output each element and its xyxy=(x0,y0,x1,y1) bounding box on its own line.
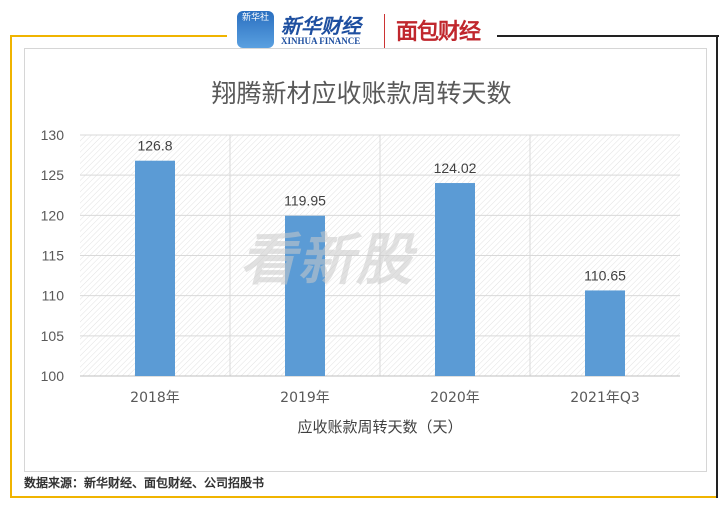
frame-border xyxy=(716,35,718,498)
mianbao-logo: 面包财经 xyxy=(396,20,481,45)
data-label: 110.65 xyxy=(584,267,626,283)
data-label: 124.02 xyxy=(434,160,477,176)
watermark: 看新股 xyxy=(240,228,414,293)
x-tick-label: 2019年 xyxy=(280,390,330,406)
data-label: 119.95 xyxy=(284,193,326,209)
y-tick-label: 120 xyxy=(41,207,65,223)
y-tick-label: 125 xyxy=(41,167,65,183)
x-tick-label: 2020年 xyxy=(430,390,480,406)
bar xyxy=(135,160,175,376)
xinhua-logo: 新华社 xyxy=(237,11,274,48)
y-tick-label: 115 xyxy=(42,248,65,264)
y-tick-label: 130 xyxy=(41,127,65,143)
frame-border xyxy=(10,35,12,498)
chart-title: 翔腾新材应收账款周转天数 xyxy=(211,79,512,108)
frame-border xyxy=(10,496,718,498)
y-tick-label: 100 xyxy=(41,368,65,384)
xinhua-finance-sub: XINHUA FINANCE xyxy=(281,36,361,46)
frame-border xyxy=(10,35,227,37)
x-tick-label: 2018年 xyxy=(130,390,180,406)
xinhua-finance-logo: 新华财经 xyxy=(281,14,361,38)
logo-divider xyxy=(384,14,385,48)
x-tick-label: 2021年Q3 xyxy=(570,390,640,406)
frame-border xyxy=(497,35,719,37)
xinhua-badge: 新华社 xyxy=(241,13,269,23)
legend-series-name: 应收账款周转天数（天） xyxy=(297,418,462,436)
data-source: 数据来源：新华财经、面包财经、公司招股书 xyxy=(24,476,265,490)
bar xyxy=(285,215,325,376)
y-tick-label: 105 xyxy=(41,328,65,344)
data-label: 126.8 xyxy=(137,138,172,154)
y-tick-label: 110 xyxy=(42,288,65,304)
bar xyxy=(585,290,625,376)
bar xyxy=(435,183,475,376)
